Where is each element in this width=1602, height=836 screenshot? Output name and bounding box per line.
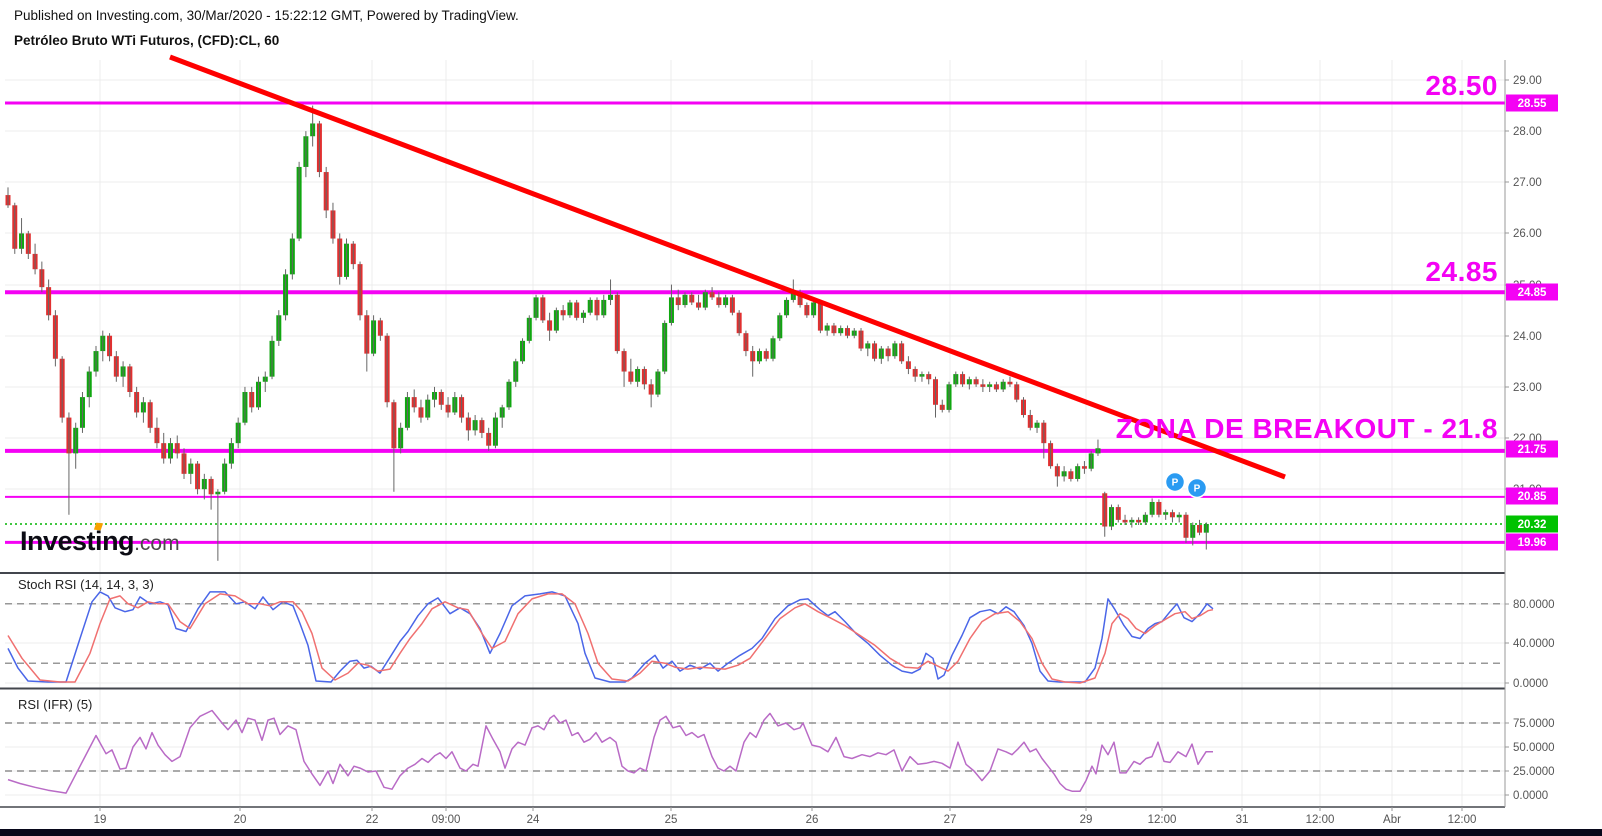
indicator-axis-label: 0.0000 bbox=[1513, 790, 1548, 802]
stoch-rsi-indicator-label: Stoch RSI (14, 14, 3, 3) bbox=[18, 577, 154, 592]
time-axis-label: 12:00 bbox=[1306, 814, 1335, 826]
indicator-axis-label: 0.0000 bbox=[1513, 678, 1548, 690]
price-axis-label: 24.00 bbox=[1513, 331, 1542, 343]
time-axis-label: 26 bbox=[806, 814, 819, 826]
indicator-axis-label: 80.0000 bbox=[1513, 599, 1555, 611]
price-badge bbox=[1506, 487, 1558, 505]
price-badge-label: 28.55 bbox=[1518, 98, 1547, 110]
time-axis-label: 25 bbox=[665, 814, 678, 826]
publish-info: Published on Investing.com, 30/Mar/2020 … bbox=[14, 8, 519, 23]
marker-circle-icon bbox=[1164, 471, 1186, 493]
position-marker[interactable] bbox=[1186, 477, 1208, 499]
time-axis-label: 22 bbox=[366, 814, 379, 826]
time-axis-label: 09:00 bbox=[432, 814, 461, 826]
price-axis-label: 27.00 bbox=[1513, 177, 1542, 189]
marker-letter: P bbox=[1172, 478, 1179, 489]
indicator-axis-label: 50.0000 bbox=[1513, 742, 1555, 754]
indicator-axis-label: 40.0000 bbox=[1513, 638, 1555, 650]
price-axis[interactable] bbox=[1505, 60, 1602, 807]
price-axis-label: 28.00 bbox=[1513, 126, 1542, 138]
price-badge bbox=[1506, 515, 1558, 533]
time-axis-label: 12:00 bbox=[1448, 814, 1477, 826]
price-axis-label: 29.00 bbox=[1513, 75, 1542, 87]
marker-circle-icon bbox=[1186, 477, 1208, 499]
indicator-line-d bbox=[7, 593, 1214, 684]
logo-orange-accent-icon: i bbox=[95, 526, 103, 556]
indicator-line-rsi bbox=[7, 709, 1213, 794]
price-badge-label: 20.32 bbox=[1518, 519, 1547, 531]
price-badge-label: 21.75 bbox=[1518, 444, 1547, 456]
annotation-resistance-2850: 28.50 bbox=[1425, 70, 1498, 101]
price-badge bbox=[1506, 440, 1558, 458]
investing-logo: Investing.com bbox=[20, 526, 180, 556]
time-axis-label: 24 bbox=[527, 814, 540, 826]
rsi-indicator-label: RSI (IFR) (5) bbox=[18, 697, 93, 712]
time-axis-label: 31 bbox=[1236, 814, 1249, 826]
price-badge-label: 24.85 bbox=[1518, 287, 1547, 299]
time-axis-label: 27 bbox=[944, 814, 957, 826]
indicator-axis-label: 75.0000 bbox=[1513, 718, 1555, 730]
time-axis[interactable] bbox=[0, 807, 1505, 829]
trendline bbox=[169, 54, 1286, 480]
price-badge bbox=[1506, 283, 1558, 301]
main-chart-pan-area[interactable] bbox=[0, 60, 1505, 573]
indicator-line-k bbox=[7, 591, 1214, 683]
time-axis-label: Abr bbox=[1383, 814, 1401, 826]
logo-text: Investing bbox=[20, 526, 135, 556]
time-axis-label: 19 bbox=[94, 814, 107, 826]
time-axis-label: 12:00 bbox=[1148, 814, 1177, 826]
price-badge-label: 19.96 bbox=[1518, 537, 1547, 549]
price-axis-label: 26.00 bbox=[1513, 228, 1542, 240]
indicator-axis-label: 25.0000 bbox=[1513, 766, 1555, 778]
annotation-breakout-zone: ZONA DE BREAKOUT - 21.8 bbox=[1115, 413, 1498, 444]
marker-letter: P bbox=[1194, 484, 1201, 495]
symbol-title: Petróleo Bruto WTi Futuros, (CFD):CL, 60 bbox=[14, 33, 280, 48]
position-marker[interactable] bbox=[1164, 471, 1186, 493]
annotation-resistance-2485: 24.85 bbox=[1425, 256, 1498, 287]
price-badge bbox=[1506, 533, 1558, 551]
bottom-bar bbox=[0, 829, 1602, 836]
time-axis-label: 20 bbox=[234, 814, 247, 826]
price-axis-label: 23.00 bbox=[1513, 382, 1542, 394]
price-badge bbox=[1506, 94, 1558, 112]
price-badge-label: 20.85 bbox=[1518, 491, 1547, 503]
time-axis-label: 29 bbox=[1080, 814, 1093, 826]
